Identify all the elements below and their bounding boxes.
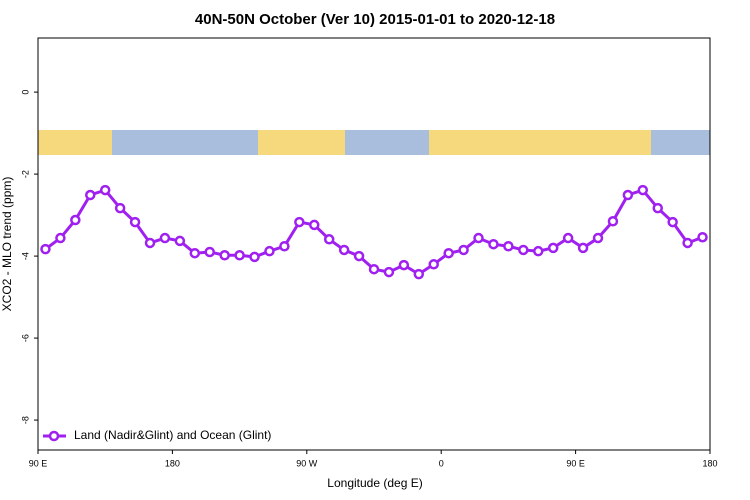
data-point: [592, 232, 604, 244]
data-point: [622, 189, 634, 201]
data-point: [368, 263, 380, 275]
x-tick-label: 90 E: [29, 458, 48, 468]
data-point: [413, 268, 425, 280]
data-point: [577, 242, 589, 254]
data-point: [697, 231, 708, 243]
data-point: [114, 202, 126, 214]
y-tick-label: -8: [20, 416, 30, 424]
data-point: [294, 216, 305, 228]
legend-marker: [48, 430, 60, 442]
data-point: [518, 244, 529, 256]
x-tick-label: 90 E: [566, 458, 585, 468]
data-point: [323, 234, 335, 245]
data-point: [428, 259, 439, 270]
data-point: [533, 245, 544, 257]
data-point: [652, 202, 663, 214]
data-point: [682, 237, 693, 249]
y-tick-label: 0: [20, 90, 30, 95]
data-point: [264, 245, 275, 257]
data-point: [129, 216, 141, 228]
data-point: [398, 259, 410, 271]
x-tick-label: 0: [439, 458, 444, 468]
data-point: [279, 241, 290, 252]
x-tick-label: 180: [165, 458, 180, 468]
data-point: [85, 189, 96, 201]
y-axis-label: XCO2 - MLO trend (ppm): [0, 177, 14, 312]
data-point: [40, 243, 51, 255]
land-ocean-strip: [38, 130, 710, 155]
x-tick-label: 90 W: [296, 458, 318, 468]
data-point: [234, 250, 245, 261]
data-point: [309, 219, 320, 231]
data-point: [219, 250, 230, 261]
y-tick-label: -6: [20, 334, 30, 342]
data-point: [144, 237, 156, 249]
chart-title: 40N-50N October (Ver 10) 2015-01-01 to 2…: [195, 11, 555, 28]
data-point: [458, 244, 469, 256]
data-point: [562, 232, 574, 244]
data-point: [174, 235, 186, 247]
data-point: [338, 244, 350, 256]
data-point: [443, 247, 454, 259]
y-tick-label: -4: [20, 252, 30, 260]
data-point: [547, 242, 559, 254]
data-point: [503, 241, 514, 252]
data-point: [667, 216, 678, 228]
x-tick-label: 180: [702, 458, 717, 468]
series-line: [44, 188, 704, 276]
plot-frame: [37, 37, 711, 451]
data-point: [383, 266, 395, 278]
data-point: [159, 232, 171, 244]
data-point: [473, 232, 484, 244]
data-point: [55, 232, 66, 244]
data-point: [353, 250, 365, 262]
data-point: [637, 184, 649, 196]
data-point: [488, 238, 499, 250]
data-point: [189, 247, 201, 259]
data-point: [249, 251, 260, 263]
legend-label: Land (Nadir&Glint) and Ocean (Glint): [74, 428, 271, 442]
data-point: [607, 215, 619, 227]
data-point: [204, 246, 215, 258]
y-tick-label: -2: [20, 170, 30, 178]
x-axis-label: Longitude (deg E): [327, 476, 422, 490]
data-point: [70, 214, 81, 226]
data-point: [99, 184, 111, 196]
